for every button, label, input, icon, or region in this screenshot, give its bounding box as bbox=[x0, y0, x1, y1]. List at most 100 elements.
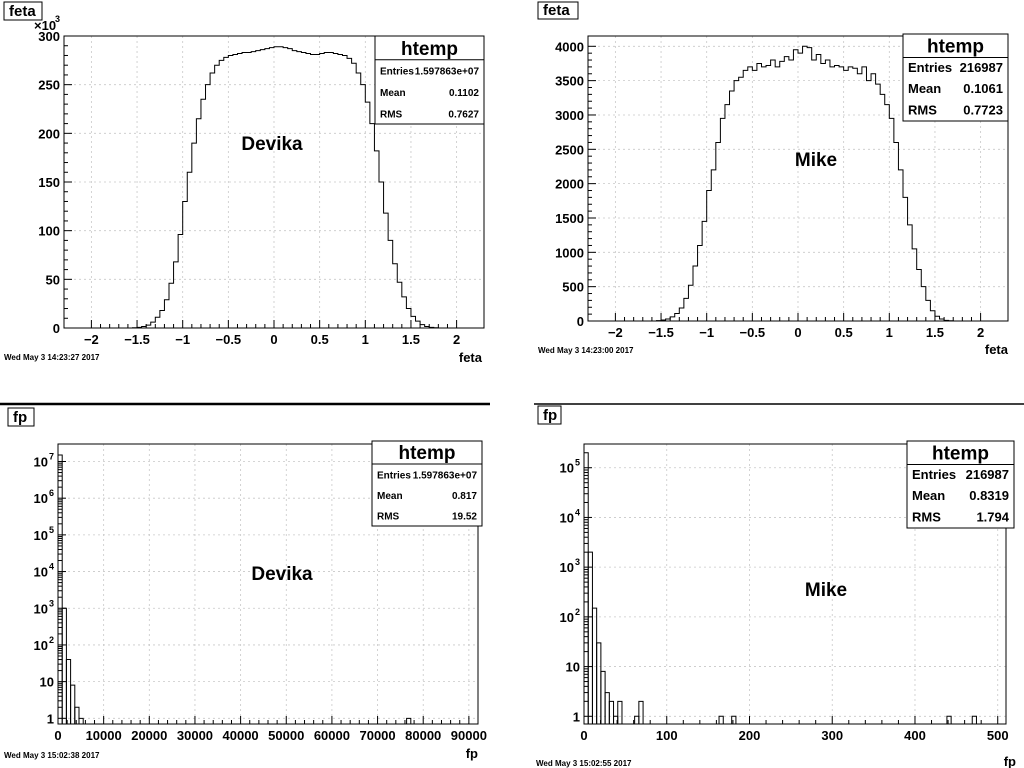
y-tick-label: 10 bbox=[560, 510, 574, 525]
timestamp: Wed May 3 14:23:00 2017 bbox=[538, 346, 634, 355]
x-tick-label: 1 bbox=[886, 325, 893, 340]
timestamp: Wed May 3 14:23:27 2017 bbox=[4, 353, 100, 362]
histogram-line bbox=[615, 45, 972, 322]
stats-label-entries: Entries bbox=[380, 66, 414, 77]
x-tick-label: 0 bbox=[794, 325, 801, 340]
stats-frame bbox=[902, 33, 1009, 122]
histogram-bin bbox=[718, 715, 724, 724]
x-tick-label: −2 bbox=[84, 332, 99, 347]
y-tick-label: 3500 bbox=[555, 74, 584, 89]
timestamp: Wed May 3 15:02:38 2017 bbox=[4, 751, 100, 760]
y-tick-label: 2500 bbox=[555, 142, 584, 157]
stats-value-rms: 19.52 bbox=[452, 512, 477, 523]
stats-label-mean: Mean bbox=[380, 88, 406, 99]
y-tick-label: 1000 bbox=[555, 245, 584, 260]
stats-title: htemp bbox=[401, 39, 458, 60]
stats-box: htemp Entries 216987 Mean 0.1061 RMS 0.7723 bbox=[902, 33, 1009, 122]
histogram-bin bbox=[946, 715, 952, 724]
x-axis: 0 10000 20000 30000 40000 50000 60000 70000 8000… bbox=[54, 716, 487, 743]
stats-label-entries: Entries bbox=[377, 470, 411, 481]
histogram-bin bbox=[604, 692, 610, 724]
stats-label-mean: Mean bbox=[377, 491, 403, 502]
y-tick-label: 10 bbox=[560, 610, 574, 625]
x-tick-label: 1.5 bbox=[402, 332, 420, 347]
histogram-bin bbox=[78, 717, 84, 724]
y-tick-label: 10 bbox=[560, 461, 574, 476]
chart-annotation: Devika bbox=[251, 564, 313, 585]
x-tick-label: −2 bbox=[608, 325, 623, 340]
y-axis: 0 500 1000 1500 2000 2500 3000 3500 4000 bbox=[555, 39, 596, 329]
stats-label-rms: RMS bbox=[912, 509, 941, 524]
x-tick-label: 0.5 bbox=[311, 332, 329, 347]
y-tick-label: 10 bbox=[34, 528, 48, 543]
stats-title: htemp bbox=[399, 443, 456, 464]
stats-box: htemp Entries 1.597863e+07 Mean 0.817 RMS 19.5… bbox=[371, 440, 483, 527]
x-tick-label: 60000 bbox=[314, 728, 350, 743]
x-tick-label: 400 bbox=[904, 728, 926, 743]
x-axis-label: feta bbox=[985, 342, 1009, 357]
histogram-bin bbox=[591, 607, 598, 724]
chart-pad-1: −2 −1.5 −1 −0.5 0 0.5 1 1.5 2 0 50 100 150 200 250 300×… bbox=[3, 1, 485, 365]
pad-title-box bbox=[7, 407, 35, 427]
y-tick-label: 10 bbox=[560, 560, 574, 575]
stats-value-rms: 0.7723 bbox=[963, 102, 1003, 117]
x-tick-label: 200 bbox=[739, 728, 761, 743]
y-tick-exponent: 4 bbox=[49, 562, 54, 572]
pad-title-box bbox=[537, 1, 579, 20]
x-tick-label: −1 bbox=[175, 332, 190, 347]
stats-value-mean: 0.1102 bbox=[449, 88, 479, 99]
x-axis: −2 −1.5 −1 −0.5 0 0.5 1 1.5 2 bbox=[608, 313, 984, 340]
chart-annotation: Devika bbox=[241, 134, 303, 155]
stats-label-mean: Mean bbox=[912, 488, 945, 503]
y-tick-exponent: 5 bbox=[575, 458, 580, 468]
x-axis-label: feta bbox=[459, 350, 483, 365]
x-tick-label: −0.5 bbox=[740, 325, 766, 340]
histogram-bin bbox=[731, 715, 737, 724]
y-tick-label: 1 bbox=[47, 711, 54, 726]
stats-title: htemp bbox=[932, 443, 989, 464]
y-tick-label: 10 bbox=[34, 565, 48, 580]
x-axis-label: fp bbox=[1004, 754, 1016, 768]
y-tick-exponent: 2 bbox=[49, 635, 54, 645]
histogram-bin bbox=[617, 700, 623, 724]
y-tick-label: 0 bbox=[53, 321, 60, 336]
stats-value-entries: 216987 bbox=[966, 467, 1009, 482]
pad-title: fp bbox=[543, 407, 557, 424]
x-tick-label: 0 bbox=[54, 728, 61, 743]
y-tick-label: 10 bbox=[34, 601, 48, 616]
chart-annotation: Mike bbox=[795, 150, 837, 171]
stats-value-rms: 0.7627 bbox=[448, 109, 479, 120]
y-tick-exponent: 3 bbox=[575, 557, 580, 567]
x-tick-label: 70000 bbox=[359, 728, 395, 743]
stats-label-entries: Entries bbox=[912, 467, 956, 482]
pad-title-box bbox=[537, 405, 562, 425]
x-tick-label: −1 bbox=[699, 325, 714, 340]
y-tick-label: 0 bbox=[577, 314, 584, 329]
y-tick-label: 1500 bbox=[555, 211, 584, 226]
histogram-bin bbox=[596, 642, 602, 724]
y-tick-label: 10 bbox=[34, 638, 48, 653]
y-tick-label: 10 bbox=[566, 660, 580, 675]
x-axis-label: fp bbox=[466, 746, 478, 761]
x-tick-label: 500 bbox=[987, 728, 1009, 743]
stats-frame bbox=[906, 440, 1015, 529]
y-tick-label: 150 bbox=[38, 175, 60, 190]
y-tick-label: 10 bbox=[34, 455, 48, 470]
x-tick-label: 300 bbox=[821, 728, 843, 743]
x-tick-label: −1.5 bbox=[124, 332, 150, 347]
stats-value-mean: 0.817 bbox=[452, 491, 477, 502]
y-axis-multiplier-exponent: 3 bbox=[55, 14, 60, 24]
stats-label-rms: RMS bbox=[908, 102, 937, 117]
x-tick-label: 2 bbox=[453, 332, 460, 347]
stats-value-entries: 1.597863e+07 bbox=[415, 66, 480, 77]
x-tick-label: 40000 bbox=[223, 728, 259, 743]
y-tick-label: 10 bbox=[40, 675, 54, 690]
x-tick-label: 50000 bbox=[268, 728, 304, 743]
y-tick-label: 1 bbox=[573, 709, 580, 724]
plot-frame bbox=[583, 443, 1007, 725]
stats-value-entries: 1.597863e+07 bbox=[413, 470, 478, 481]
y-tick-label: 4000 bbox=[555, 39, 584, 54]
